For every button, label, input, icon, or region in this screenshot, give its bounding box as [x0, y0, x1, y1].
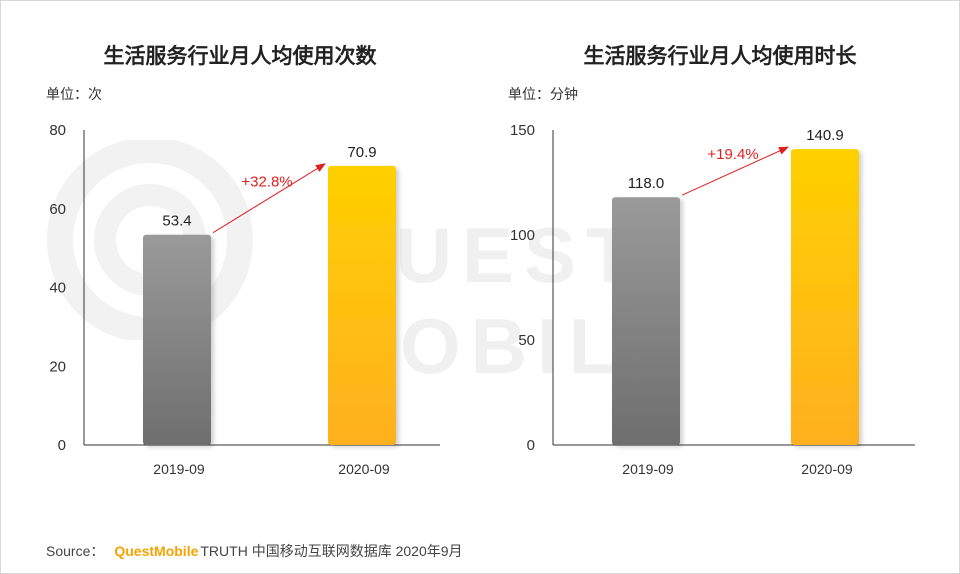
chart1-growth-arrow: [212, 163, 326, 234]
source-rest: TRUTH 中国移动互联网数据库 2020年9月: [200, 543, 463, 559]
chart1-growth-label: +32.8%: [241, 173, 292, 190]
chart1-bar-2019-09: [143, 234, 211, 445]
source-brand: QuestMobile: [114, 543, 199, 559]
chart1-ytick-label: 60: [49, 201, 66, 218]
chart2-ytick-label: 100: [510, 227, 535, 244]
chart1-ytick-label: 80: [49, 122, 66, 139]
chart1-unit: 单位：次: [46, 86, 102, 102]
chart2-bar-2020-09: [791, 149, 859, 446]
source-label: Source：: [46, 543, 105, 559]
chart1-bar-2020-09: [328, 165, 396, 446]
chart1-ytick-label: 20: [49, 358, 66, 375]
chart2-growth-label: +19.4%: [707, 146, 758, 163]
chart2-bar-2019-09: [612, 197, 680, 445]
chart1-xtick-label: 2019-09: [153, 461, 205, 477]
chart1-title: 生活服务行业月人均使用次数: [103, 45, 377, 68]
chart2-ytick-label: 150: [510, 122, 535, 139]
chart2-title: 生活服务行业月人均使用时长: [583, 45, 857, 68]
chart2-growth-arrow: [681, 146, 789, 196]
chart1-value-label: 53.4: [162, 213, 191, 230]
chart1-value-label: 70.9: [347, 144, 376, 161]
chart2-ytick-label: 0: [527, 437, 535, 454]
chart2-value-label: 118.0: [628, 175, 664, 192]
chart1-ytick-label: 40: [49, 280, 66, 297]
chart2-xtick-label: 2019-09: [622, 461, 674, 477]
source-line: Source： QuestMobile TRUTH 中国移动互联网数据库 2020年…: [46, 541, 463, 561]
chart2-xtick-label: 2020-09: [801, 461, 853, 477]
chart2-value-label: 140.9: [806, 127, 844, 144]
chart1-xtick-label: 2020-09: [338, 461, 390, 477]
chart2-unit: 单位：分钟: [508, 86, 578, 102]
chart2-ytick-label: 50: [518, 332, 535, 349]
chart1-ytick-label: 0: [58, 437, 66, 454]
